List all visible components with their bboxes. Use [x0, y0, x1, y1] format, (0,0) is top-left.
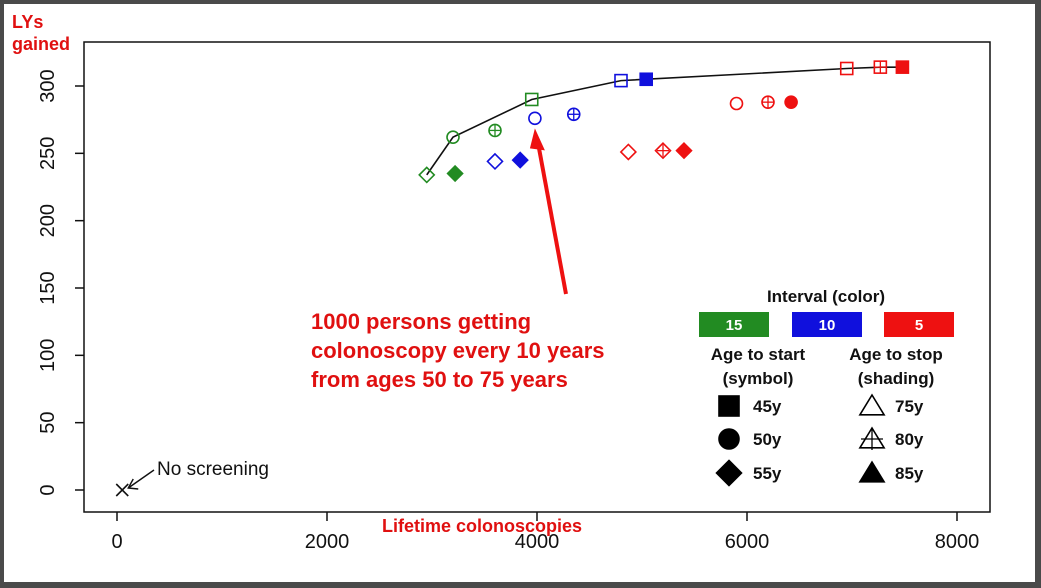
annotation — [115, 128, 568, 497]
legend-swatch-label: 5 — [915, 317, 923, 334]
y-tick-label: 250 — [37, 137, 59, 170]
legend-stop-symbol — [858, 393, 886, 416]
legend-start-title-2: (symbol) — [723, 369, 794, 388]
y-tick-label: 200 — [37, 204, 59, 237]
legend-start-symbol — [718, 428, 740, 450]
data-point — [619, 143, 637, 161]
data-point — [895, 60, 910, 74]
data-point — [614, 73, 628, 88]
data-point — [675, 142, 693, 160]
no-screening-marker — [115, 483, 129, 497]
data-point — [486, 152, 504, 171]
legend-stop-symbol — [858, 460, 886, 483]
no-screening-label: No screening — [157, 459, 269, 480]
data-point — [873, 60, 888, 74]
legend-swatch-5 — [884, 312, 954, 337]
y-tick-label: 0 — [37, 484, 59, 495]
legend-stop-85: 85y — [895, 464, 924, 483]
frontier — [426, 66, 903, 176]
data-point — [488, 123, 502, 138]
x-tick-label: 0 — [111, 531, 122, 553]
data-point — [446, 130, 460, 144]
x-tick-label: 8000 — [935, 531, 980, 553]
x-tick-label: 2000 — [305, 531, 350, 553]
data-point — [566, 107, 581, 122]
data-point — [446, 164, 464, 183]
legend-stop-75: 75y — [895, 397, 924, 416]
legend-interval-title: Interval (color) — [767, 287, 885, 306]
annotation-arrow — [535, 141, 568, 295]
legend: Interval (color) 15 10 5 Age to start (sym… — [699, 287, 954, 487]
y-tick-label: 50 — [37, 412, 59, 434]
y-axis-title-line1: LYs — [12, 12, 43, 32]
legend-swatch-label: 15 — [726, 317, 743, 334]
frontier-polyline — [426, 66, 903, 176]
legend-stop-title-2: (shading) — [858, 369, 935, 388]
legend-start-symbol — [715, 459, 743, 487]
annotation-line-3: from ages 50 to 75 years — [311, 367, 568, 392]
data-point — [729, 96, 744, 111]
annotation-arrowhead — [529, 128, 545, 151]
y-tick-label: 300 — [37, 69, 59, 102]
legend-swatch-label: 10 — [819, 317, 836, 334]
legend-start-45: 45y — [753, 397, 782, 416]
legend-swatch-15 — [699, 312, 769, 337]
axes: 0 2000 4000 6000 8000 0 50 100 150 200 250 300 — [37, 69, 979, 553]
x-tick-label: 4000 — [515, 531, 560, 553]
legend-symbols — [715, 393, 886, 487]
legend-swatch-10 — [792, 312, 862, 337]
legend-start-50: 50y — [753, 430, 782, 449]
data-point — [511, 151, 529, 169]
annotation-line-1: 1000 persons getting — [311, 309, 531, 334]
data-point — [654, 142, 672, 160]
legend-start-55: 55y — [753, 464, 782, 483]
chart-frame: 0 2000 4000 6000 8000 0 50 100 150 200 250 300 LYs … — [4, 4, 1035, 582]
data-point — [639, 72, 654, 87]
y-tick-label: 100 — [37, 339, 59, 372]
data-point — [524, 92, 539, 107]
y-axis-title-line2: gained — [12, 34, 70, 54]
data-point — [528, 111, 542, 126]
x-tick-label: 6000 — [725, 531, 770, 553]
legend-stop-80: 80y — [895, 430, 924, 449]
no-screening-arrowhead — [127, 478, 139, 490]
data-point — [761, 95, 775, 109]
x-axis-title: Lifetime colonoscopies — [382, 516, 582, 536]
data-point — [784, 95, 798, 109]
no-screening-arrow — [127, 469, 155, 489]
annotation-line-2: colonoscopy every 10 years — [311, 338, 605, 363]
legend-start-title-1: Age to start — [711, 345, 806, 364]
legend-stop-title-1: Age to stop — [849, 345, 943, 364]
data-point — [839, 61, 854, 76]
data-points — [418, 60, 910, 184]
data-point — [418, 166, 436, 184]
legend-swatches: 15 10 5 — [699, 312, 954, 337]
y-tick-label: 150 — [37, 271, 59, 304]
legend-stop-symbol — [858, 426, 886, 450]
legend-start-symbol — [718, 395, 740, 417]
